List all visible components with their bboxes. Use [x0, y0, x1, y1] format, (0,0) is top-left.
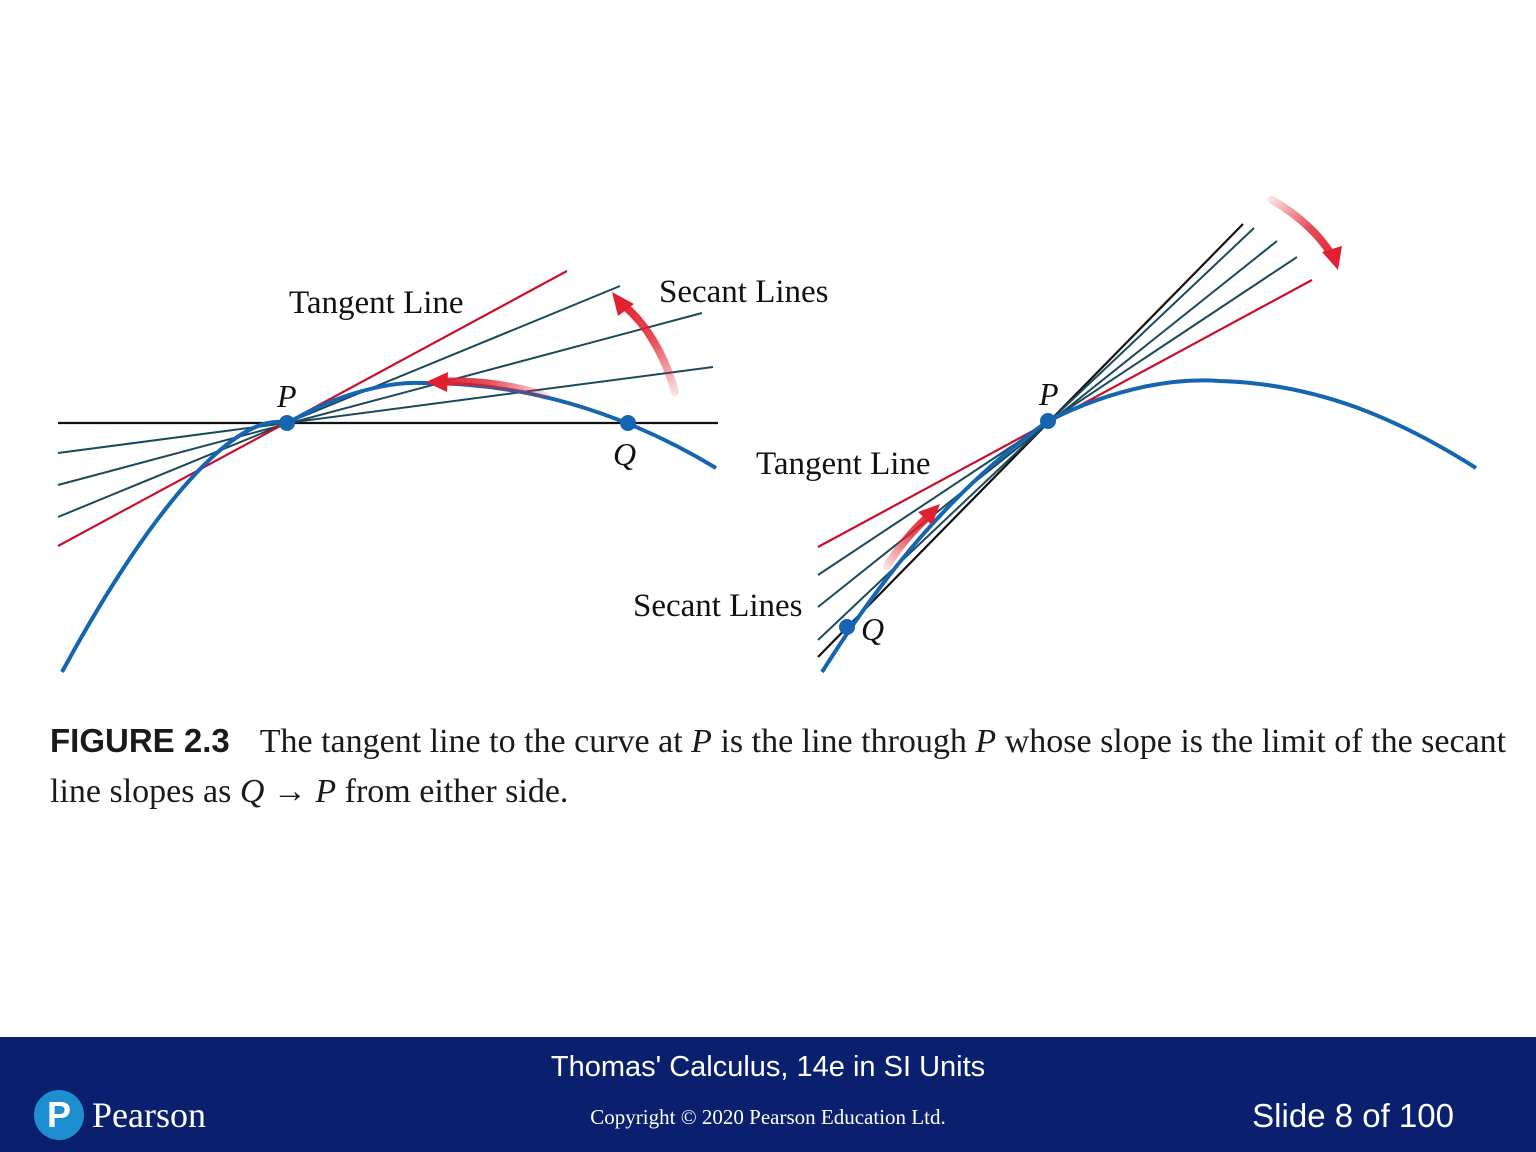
- left-point-p: [279, 415, 295, 431]
- caption-text-4: from either side.: [336, 773, 569, 810]
- pearson-logo-icon: P: [34, 1090, 84, 1140]
- right-point-q-label: Q: [861, 611, 884, 647]
- left-secant-line-2: [57, 312, 703, 486]
- caption-p2: P: [975, 723, 997, 760]
- left-secant-label: Secant Lines: [659, 274, 829, 310]
- right-point-p: [1040, 413, 1056, 429]
- figure-caption: FIGURE 2.3 The tangent line to the curve …: [50, 716, 1510, 817]
- left-secant-line-3: [57, 285, 621, 518]
- left-panel: Tangent Line Secant Lines P Q: [57, 270, 829, 673]
- left-point-p-label: P: [276, 378, 297, 414]
- left-curve: [60, 380, 718, 673]
- caption-arrow: →: [264, 773, 316, 810]
- caption-q: Q: [239, 773, 265, 810]
- book-title: Thomas' Calculus, 14e in SI Units: [550, 1051, 986, 1083]
- slide-number: Slide 8 of 100: [1252, 1097, 1454, 1134]
- caption-text-2: is the line through: [711, 723, 976, 760]
- caption-text-1: The tangent line to the curve at: [259, 723, 692, 760]
- left-point-q-label: Q: [613, 436, 636, 472]
- caption-text-3: whose slope is the limit of the secant l…: [50, 723, 1507, 810]
- right-curve-arrowhead: [918, 504, 940, 525]
- caption-p3: P: [315, 773, 337, 810]
- left-rotation-arrow: [618, 300, 679, 396]
- right-panel: Tangent Line Secant Lines P Q: [633, 196, 1478, 674]
- right-rotation-arrowhead: [1322, 246, 1342, 270]
- left-rotation-arrowhead: [612, 292, 634, 316]
- left-secant-line-1: [57, 366, 714, 454]
- caption-p1: P: [691, 723, 712, 760]
- right-curve: [820, 378, 1478, 674]
- figure-number: FIGURE 2.3: [50, 722, 230, 759]
- left-tangent-label: Tangent Line: [289, 285, 464, 321]
- right-point-q: [839, 619, 855, 635]
- left-curve-arrowhead: [426, 372, 448, 392]
- footer-bar: P Pearson Thomas' Calculus, 14e in SI Un…: [0, 1037, 1536, 1152]
- pearson-logo-text: Pearson: [92, 1095, 206, 1135]
- left-curve-arrow: [436, 377, 550, 400]
- pearson-logo: P Pearson: [34, 1089, 206, 1141]
- right-secant-label: Secant Lines: [633, 588, 803, 624]
- copyright: Copyright © 2020 Pearson Education Ltd.: [590, 1105, 946, 1129]
- left-point-q: [620, 415, 636, 431]
- right-tangent-label: Tangent Line: [756, 446, 931, 482]
- right-point-p-label: P: [1038, 376, 1059, 412]
- tangent-secant-figure: Tangent Line Secant Lines P Q Tangent Li…: [57, 196, 1478, 674]
- right-rotation-arrow: [1268, 196, 1335, 258]
